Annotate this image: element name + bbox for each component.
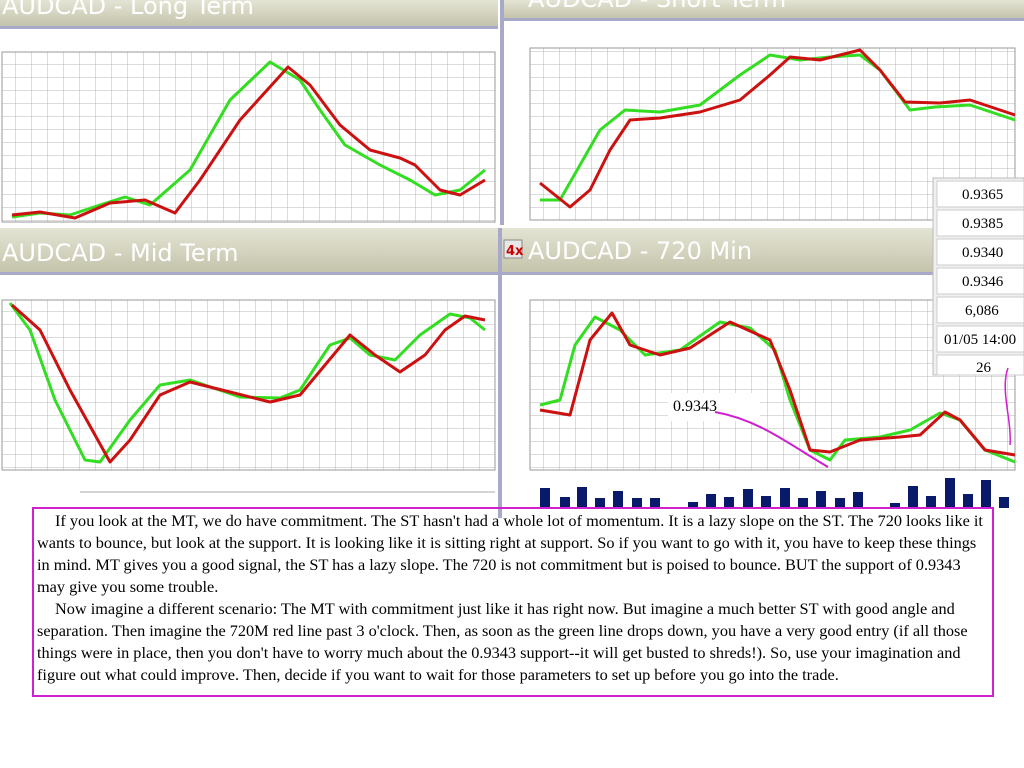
window-icon <box>503 239 523 259</box>
quote-value: 0.9340 <box>962 245 1003 261</box>
title-bar <box>498 228 938 272</box>
volume-bars <box>540 478 1009 508</box>
panel-title: AUDCAD - 720 Min <box>528 237 752 265</box>
red-line <box>11 65 486 220</box>
note-paragraph: Now imagine a different scenario: The MT… <box>37 599 968 684</box>
quote-value: 0.9346 <box>962 274 1004 290</box>
green-line <box>540 53 1016 202</box>
note: If you look at the MT, we do have commit… <box>32 507 994 697</box>
quote-value: 0.9385 <box>962 216 1003 232</box>
title-bar <box>500 0 1024 18</box>
red-line <box>539 48 1016 209</box>
note-paragraph: If you look at the MT, we do have commit… <box>37 511 983 596</box>
annotation-line <box>1004 367 1011 446</box>
panel-title: AUDCAD - Long Term <box>2 0 254 20</box>
quote-value: 01/05 14:00 <box>944 332 1016 348</box>
title-bar <box>0 228 498 272</box>
quote-value: 26 <box>976 360 992 376</box>
chart-grid <box>1 51 496 223</box>
green-line <box>8 302 486 464</box>
svg-text:4x: 4x <box>506 244 524 259</box>
red-line <box>11 303 486 464</box>
annotation: 0.9343 <box>673 398 717 415</box>
quote-value: 6,086 <box>965 303 999 319</box>
annotation-line <box>714 411 829 468</box>
green-line <box>11 60 486 219</box>
annotation-box <box>668 393 760 421</box>
quote-value: 0.9365 <box>962 187 1003 203</box>
red-line <box>539 311 1016 457</box>
title-bar <box>0 0 498 26</box>
panel-title: AUDCAD - Short Term <box>528 0 786 13</box>
panel-title: AUDCAD - Mid Term <box>2 239 238 267</box>
chart-grid <box>1 299 496 471</box>
